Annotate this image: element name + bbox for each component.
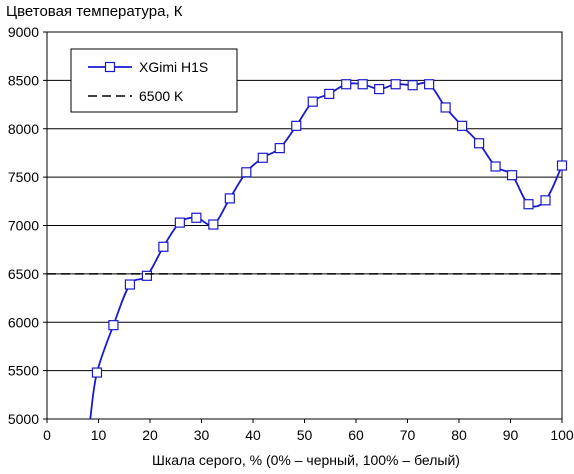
tick-label-y-9000: 9000 bbox=[8, 24, 39, 40]
legend-label-1: 6500 K bbox=[139, 88, 184, 104]
data-point bbox=[241, 167, 252, 178]
data-point bbox=[506, 170, 518, 181]
legend-marker-0 bbox=[104, 61, 116, 73]
axes: 5000 5500 6000 6500 7000 7500 8000 8500 9000 0 10 2… bbox=[8, 24, 574, 443]
data-point bbox=[108, 320, 119, 331]
data-point bbox=[390, 79, 401, 90]
data-point bbox=[341, 79, 352, 90]
tick-label-x-50: 50 bbox=[297, 427, 313, 443]
data-point bbox=[291, 120, 302, 131]
data-point bbox=[141, 270, 153, 281]
data-point bbox=[274, 143, 285, 154]
tick-label-y-6000: 6000 bbox=[8, 314, 39, 330]
x-axis-title: Шкала серого, % (0% – черный, 100% – бел… bbox=[152, 452, 460, 468]
legend-box bbox=[70, 48, 238, 113]
tick-label-y-8000: 8000 bbox=[8, 121, 39, 137]
data-point bbox=[424, 79, 435, 90]
data-point bbox=[357, 79, 368, 90]
tick-label-y-6500: 6500 bbox=[8, 266, 39, 282]
data-point bbox=[174, 217, 185, 228]
legend: XGimi H1S 6500 K bbox=[70, 48, 238, 113]
data-point bbox=[307, 96, 318, 107]
tick-label-x-100: 100 bbox=[550, 427, 574, 443]
tick-label-x-10: 10 bbox=[91, 427, 107, 443]
data-point bbox=[490, 161, 501, 172]
tick-label-y-7500: 7500 bbox=[8, 169, 39, 185]
tick-label-x-90: 90 bbox=[503, 427, 519, 443]
data-point bbox=[124, 279, 136, 290]
tick-label-x-40: 40 bbox=[245, 427, 261, 443]
data-point bbox=[473, 138, 485, 149]
tick-label-x-30: 30 bbox=[194, 427, 210, 443]
data-point bbox=[440, 102, 451, 113]
data-point bbox=[540, 195, 551, 206]
data-point bbox=[456, 120, 468, 131]
tick-label-x-20: 20 bbox=[142, 427, 158, 443]
data-point bbox=[324, 88, 335, 100]
tick-label-x-80: 80 bbox=[451, 427, 467, 443]
data-point bbox=[407, 80, 418, 91]
tick-label-x-60: 60 bbox=[348, 427, 364, 443]
data-point bbox=[257, 152, 268, 163]
tick-label-x-0: 0 bbox=[43, 427, 51, 443]
tick-label-y-5500: 5500 bbox=[8, 363, 39, 379]
tick-label-y-5000: 5000 bbox=[8, 411, 39, 427]
tick-label-y-8500: 8500 bbox=[8, 72, 39, 88]
series-layer bbox=[47, 79, 568, 419]
data-point bbox=[91, 367, 103, 378]
data-point bbox=[224, 193, 235, 204]
data-point bbox=[556, 160, 568, 171]
tick-label-x-70: 70 bbox=[400, 427, 416, 443]
data-point bbox=[208, 219, 219, 230]
data-point bbox=[374, 83, 385, 95]
chart-title: Цветовая температура, К bbox=[6, 3, 183, 20]
data-point bbox=[191, 212, 202, 223]
legend-label-0: XGimi H1S bbox=[139, 59, 208, 75]
data-point bbox=[158, 241, 169, 252]
tick-label-y-7000: 7000 bbox=[8, 218, 39, 234]
data-point bbox=[523, 199, 534, 210]
